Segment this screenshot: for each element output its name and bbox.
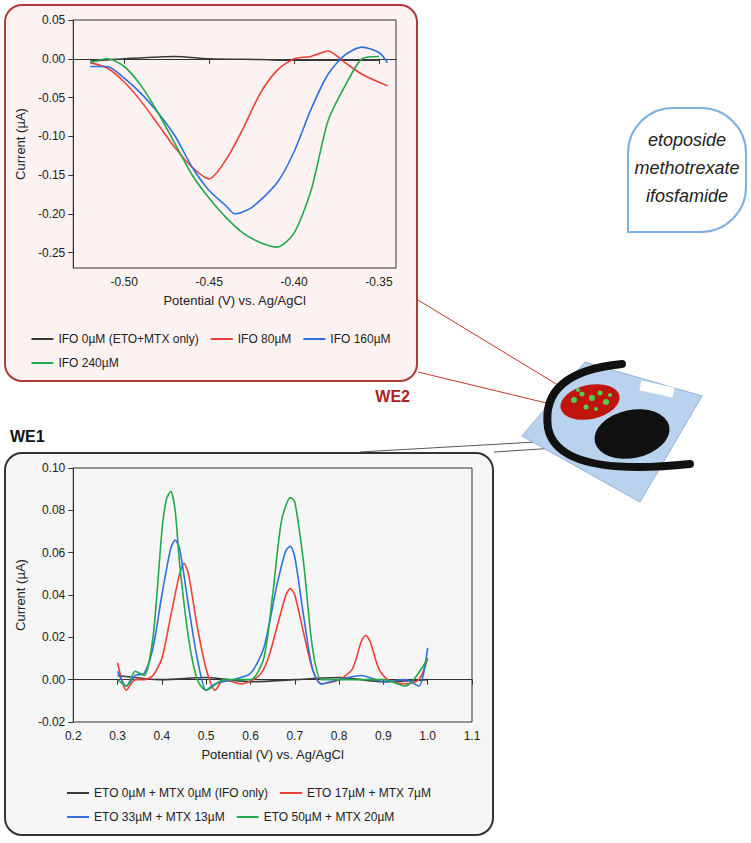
svg-text:0.06: 0.06: [42, 546, 66, 560]
svg-text:-0.25: -0.25: [38, 246, 66, 260]
svg-text:ETO 50µM + MTX 20µM: ETO 50µM + MTX 20µM: [264, 810, 395, 824]
html-text:WE1: WE1: [10, 428, 45, 445]
svg-text:0.3: 0.3: [109, 729, 126, 743]
svg-text:0.4: 0.4: [154, 729, 171, 743]
svg-text:0.2: 0.2: [65, 729, 82, 743]
svg-text:-0.20: -0.20: [38, 207, 66, 221]
svg-text:Potential (V) vs. Ag/AgCl: Potential (V) vs. Ag/AgCl: [201, 747, 343, 762]
svg-text:0.7: 0.7: [286, 729, 303, 743]
svg-text:-0.05: -0.05: [38, 91, 66, 105]
svg-text:1.1: 1.1: [464, 729, 481, 743]
svg-text:0.6: 0.6: [242, 729, 259, 743]
svg-text:0.5: 0.5: [198, 729, 215, 743]
svg-text:methotrexate: methotrexate: [634, 158, 739, 178]
svg-text:0.00: 0.00: [42, 673, 66, 687]
svg-text:0.8: 0.8: [331, 729, 348, 743]
svg-text:-0.15: -0.15: [38, 168, 66, 182]
svg-text:Current (µA): Current (µA): [13, 108, 28, 180]
svg-text:IFO 80µM: IFO 80µM: [238, 332, 292, 346]
svg-text:-0.45: -0.45: [195, 275, 223, 289]
svg-text:-0.50: -0.50: [111, 275, 139, 289]
svg-text:IFO 240µM: IFO 240µM: [58, 356, 118, 370]
svg-text:Current (µA): Current (µA): [13, 559, 28, 631]
svg-text:ifosfamide: ifosfamide: [646, 186, 728, 206]
svg-text:0.05: 0.05: [42, 13, 66, 27]
svg-text:IFO 0µM (ETO+MTX only): IFO 0µM (ETO+MTX only): [58, 332, 198, 346]
svg-text:0.04: 0.04: [42, 588, 66, 602]
svg-text:IFO 160µM: IFO 160µM: [330, 332, 390, 346]
svg-text:-0.40: -0.40: [280, 275, 308, 289]
svg-text:-0.02: -0.02: [38, 715, 66, 729]
svg-text:0.08: 0.08: [42, 503, 66, 517]
html-text:WE2: WE2: [375, 388, 410, 405]
svg-text:1.0: 1.0: [419, 729, 436, 743]
svg-text:etoposide: etoposide: [648, 130, 726, 150]
svg-text:0.00: 0.00: [42, 52, 66, 66]
svg-text:-0.10: -0.10: [38, 129, 66, 143]
svg-text:0.9: 0.9: [375, 729, 392, 743]
svg-text:ETO 33µM + MTX 13µM: ETO 33µM + MTX 13µM: [94, 810, 225, 824]
svg-text:0.10: 0.10: [42, 461, 66, 475]
svg-text:-0.35: -0.35: [365, 275, 393, 289]
svg-text:Potential (V) vs. Ag/AgCl: Potential (V) vs. Ag/AgCl: [163, 293, 305, 308]
svg-text:0.02: 0.02: [42, 630, 66, 644]
svg-text:ETO 17µM + MTX 7µM: ETO 17µM + MTX 7µM: [307, 786, 431, 800]
svg-text:ETO 0µM + MTX 0µM (IFO only): ETO 0µM + MTX 0µM (IFO only): [94, 786, 268, 800]
